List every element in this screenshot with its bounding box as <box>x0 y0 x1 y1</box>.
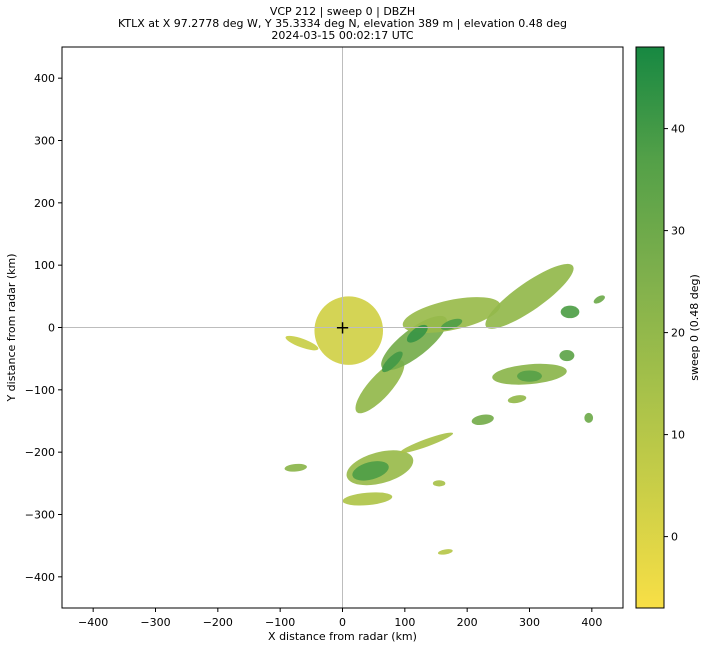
y-tick-label: 400 <box>34 72 55 85</box>
x-tick-label: −400 <box>78 616 108 629</box>
x-tick-label: 400 <box>581 616 602 629</box>
x-tick-label: 100 <box>394 616 415 629</box>
echo-region-20 <box>584 412 594 423</box>
echo-region-10 <box>517 370 542 382</box>
echo-region-18 <box>471 414 494 426</box>
chart-title-line-2: KTLX at X 97.2778 deg W, Y 35.3334 deg N… <box>117 17 567 30</box>
colorbar-tick-label: 40 <box>671 123 685 136</box>
echo-region-4 <box>402 297 501 333</box>
chart-title-line-3: 2024-03-15 00:02:17 UTC <box>271 29 414 42</box>
colorbar-tick-label: 30 <box>671 225 685 238</box>
y-axis-label: Y distance from radar (km) <box>5 253 18 402</box>
x-axis-label: X distance from radar (km) <box>268 630 417 643</box>
y-tick-label: 0 <box>48 322 55 335</box>
echo-region-16 <box>342 492 393 506</box>
echo-region-2 <box>355 360 405 414</box>
y-tick-label: −400 <box>25 571 55 584</box>
echo-region-7 <box>382 351 403 373</box>
x-tick-label: −100 <box>265 616 295 629</box>
chart-title-line-1: VCP 212 | sweep 0 | DBZH <box>269 5 416 18</box>
echo-region-17 <box>400 432 454 454</box>
echo-region-19 <box>284 463 307 472</box>
y-tick-label: −300 <box>25 509 55 522</box>
x-tick-label: 0 <box>339 616 346 629</box>
echo-region-15 <box>352 461 389 481</box>
echo-region-12 <box>560 305 580 319</box>
echo-region-23 <box>437 549 453 555</box>
colorbar <box>635 46 665 609</box>
echo-region-1 <box>285 335 319 351</box>
echo-region-6 <box>406 324 428 343</box>
colorbar-tick-label: 0 <box>671 531 678 544</box>
x-tick-label: −300 <box>140 616 170 629</box>
echo-layer <box>284 263 605 555</box>
colorbar-tick-label: 10 <box>671 429 685 442</box>
echo-region-11 <box>559 349 575 362</box>
echo-region-21 <box>507 395 527 404</box>
y-tick-label: −100 <box>25 384 55 397</box>
y-tick-label: 100 <box>34 259 55 272</box>
y-tick-label: −200 <box>25 446 55 459</box>
x-tick-label: 200 <box>457 616 478 629</box>
y-tick-label: 300 <box>34 135 55 148</box>
echo-region-5 <box>485 263 574 329</box>
colorbar-tick-label: 20 <box>671 327 685 340</box>
x-tick-label: −200 <box>203 616 233 629</box>
x-tick-label: 300 <box>519 616 540 629</box>
echo-region-0 <box>314 296 384 365</box>
echo-region-13 <box>593 295 605 304</box>
colorbar-label: sweep 0 (0.48 deg) <box>688 274 701 381</box>
radar-marker: + <box>335 318 350 339</box>
y-tick-label: 200 <box>34 197 55 210</box>
echo-region-22 <box>432 480 446 487</box>
